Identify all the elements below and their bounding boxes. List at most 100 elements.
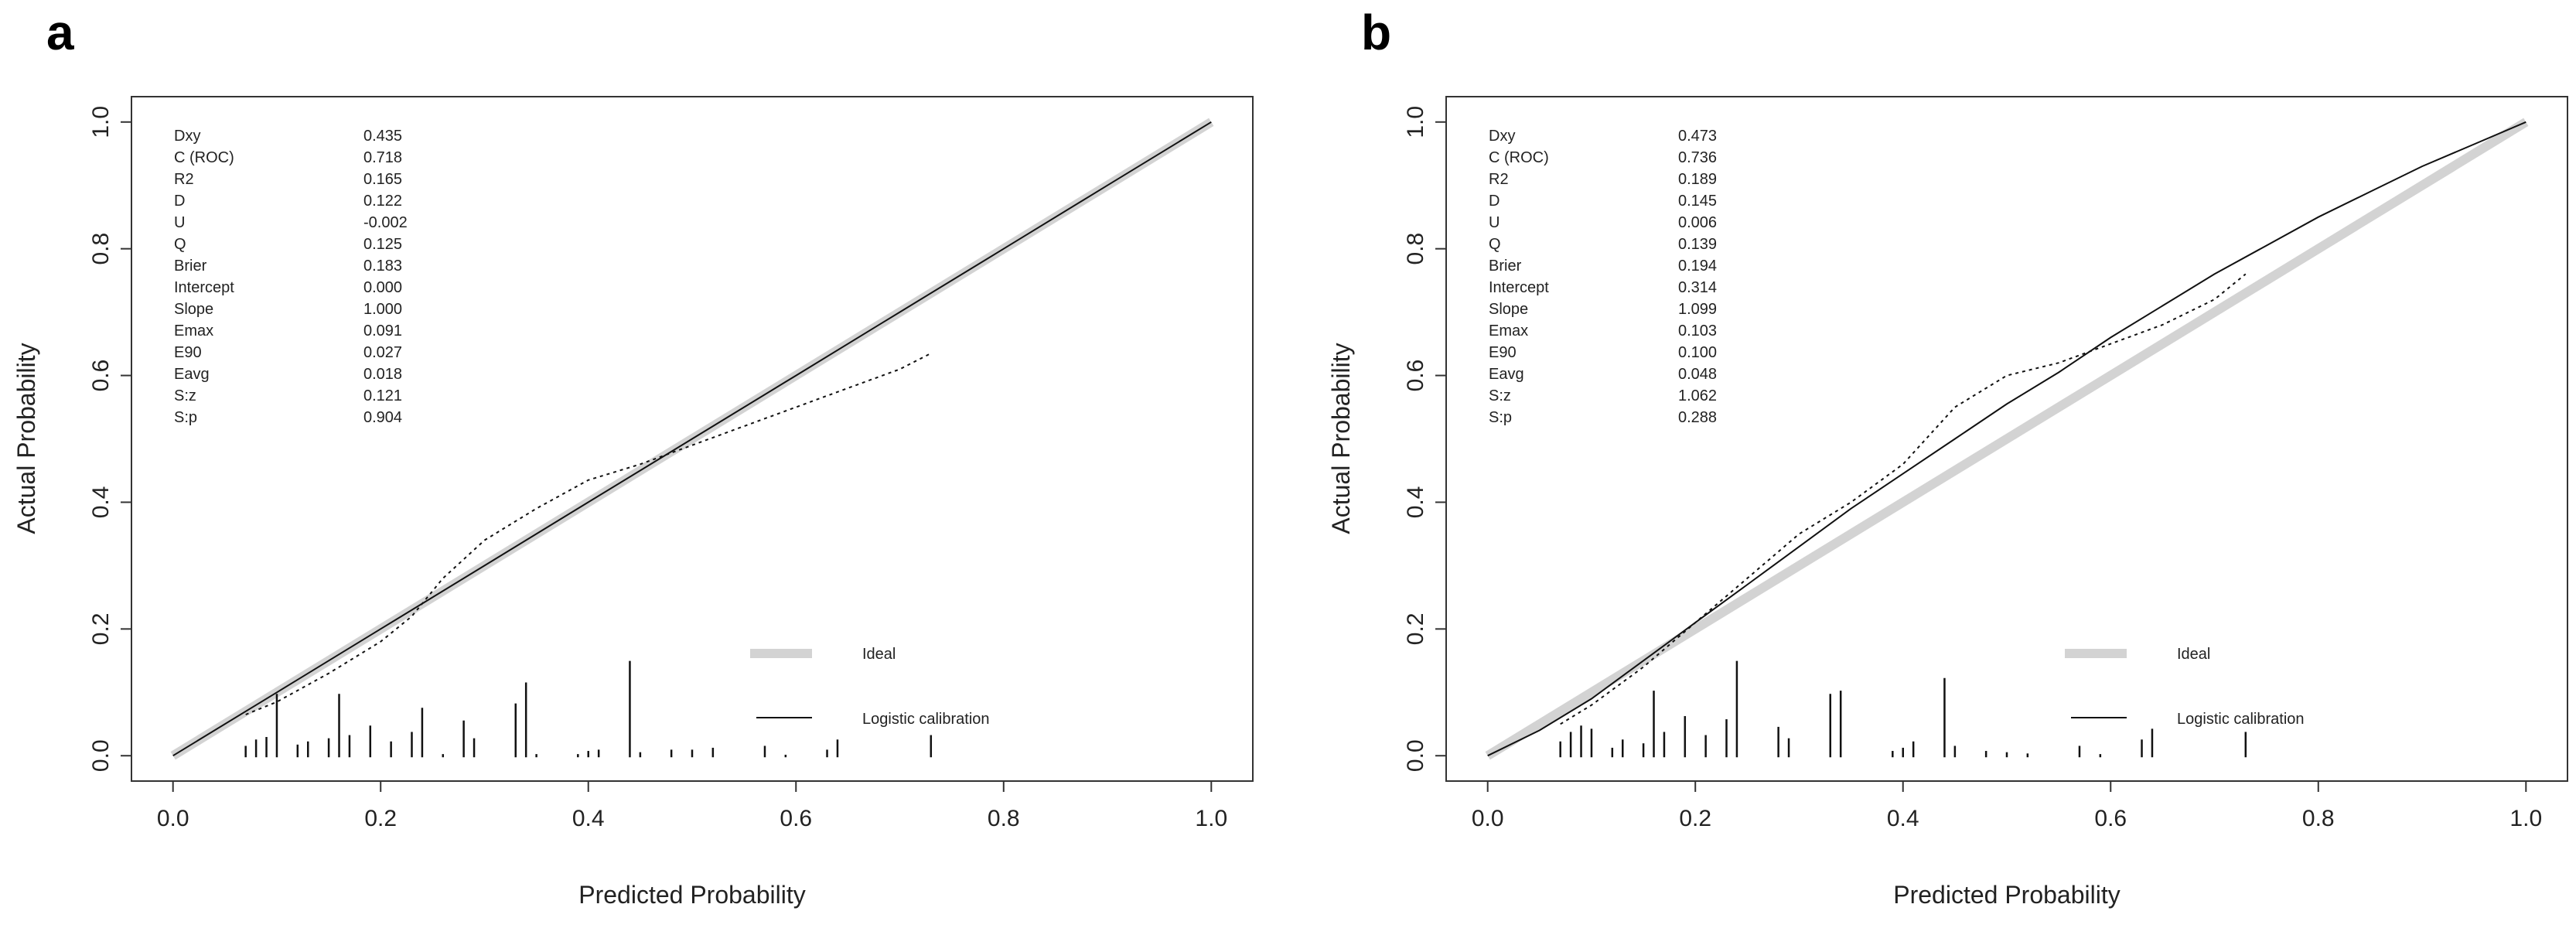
x-tick-label: 0.6: [780, 806, 812, 831]
stat-value: 0.165: [363, 171, 402, 188]
x-tick-label: 0.8: [2302, 806, 2335, 831]
stat-value: 1.062: [1678, 387, 1717, 404]
x-axis-title: Predicted Probability: [1893, 881, 2120, 909]
y-tick-label: 0.2: [88, 612, 114, 645]
stat-value: 0.473: [1678, 128, 1717, 145]
calibration-lines: [1485, 118, 2529, 760]
axis-ticks: 0.0 0.2 0.4 0.6 0.8 1.0 0.0 0.2 0.4 0.6 0.8 1.0: [88, 106, 1227, 831]
x-tick-label: 0.6: [2094, 806, 2127, 831]
stat-value: 1.099: [1678, 301, 1717, 318]
legend-logistic-label: Logistic calibration: [862, 711, 990, 728]
stat-label: E90: [174, 344, 202, 361]
stat-label: U: [174, 214, 185, 231]
stat-label: Emax: [174, 322, 213, 339]
stat-value: 0.100: [1678, 344, 1717, 361]
y-tick-label: 1.0: [88, 106, 114, 138]
stat-label: Intercept: [1489, 279, 1549, 296]
x-axis-title: Predicted Probability: [578, 881, 805, 909]
y-tick-label: 0.0: [1403, 739, 1428, 772]
panel-b-label: b: [1361, 5, 1391, 60]
legend: Ideal Logistic calibration: [2065, 646, 2305, 728]
y-tick-label: 0.4: [88, 486, 114, 519]
panel-b: b Predicted Probability Actual Probabili…: [1327, 5, 2568, 909]
stat-value: 1.000: [363, 301, 402, 318]
legend: Ideal Logistic calibration: [750, 646, 990, 728]
stat-label: Intercept: [174, 279, 234, 296]
stat-label: Slope: [1489, 301, 1528, 318]
stat-value: 0.027: [363, 344, 402, 361]
y-tick-label: 1.0: [1403, 106, 1428, 138]
stat-label: Dxy: [1489, 128, 1515, 145]
y-axis-title: Actual Probability: [12, 343, 40, 534]
x-tick-label: 0.0: [1472, 806, 1504, 831]
stat-label: S:z: [174, 387, 196, 404]
legend-ideal-label: Ideal: [2177, 646, 2210, 663]
stat-value: 0.718: [363, 149, 402, 166]
x-tick-label: 0.4: [572, 806, 605, 831]
stat-value: 0.091: [363, 322, 402, 339]
stat-value: 0.103: [1678, 322, 1717, 339]
y-tick-label: 0.2: [1403, 612, 1428, 645]
stat-label: Eavg: [174, 366, 210, 383]
stat-label: D: [174, 193, 185, 210]
stat-value: 0.288: [1678, 409, 1717, 426]
stat-value: 0.435: [363, 128, 402, 145]
stats-table: Dxy 0.473 C (ROC) 0.736 R2 0.189 D 0.145 U 0.006 Q…: [1489, 128, 1717, 426]
series-logistic-calibration: [1487, 121, 2527, 757]
stat-label: S:p: [1489, 409, 1512, 426]
x-tick-label: 0.4: [1887, 806, 1919, 831]
series-logistic-calibration: [172, 121, 1212, 757]
stat-label: Brier: [174, 258, 207, 275]
panel-a: a Predicted Probability Actual Probabili…: [12, 5, 1254, 909]
stat-value: -0.002: [363, 214, 408, 231]
stat-value: 0.000: [363, 279, 402, 296]
y-tick-label: 0.6: [88, 360, 114, 392]
x-tick-label: 0.2: [364, 806, 397, 831]
stat-label: Dxy: [174, 128, 200, 145]
stat-value: 0.121: [363, 387, 402, 404]
series-nonparametric: [245, 353, 932, 715]
stat-label: Eavg: [1489, 366, 1524, 383]
stat-label: Slope: [174, 301, 213, 318]
stat-label: U: [1489, 214, 1500, 231]
stat-value: 0.736: [1678, 149, 1717, 166]
stats-table: Dxy 0.435 C (ROC) 0.718 R2 0.165 D 0.122 U -0.002…: [174, 128, 408, 426]
stat-value: 0.122: [363, 193, 402, 210]
stat-label: Q: [1489, 236, 1501, 253]
stat-value: 0.194: [1678, 258, 1717, 275]
stat-value: 0.904: [363, 409, 402, 426]
y-tick-label: 0.0: [88, 739, 114, 772]
stat-value: 0.048: [1678, 366, 1717, 383]
stat-label: R2: [174, 171, 194, 188]
stat-label: C (ROC): [1489, 149, 1549, 166]
stat-label: S:p: [174, 409, 197, 426]
x-tick-label: 0.8: [988, 806, 1020, 831]
x-tick-label: 1.0: [2509, 806, 2542, 831]
stat-value: 0.183: [363, 258, 402, 275]
stat-label: C (ROC): [174, 149, 234, 166]
plot-frame: [131, 96, 1254, 782]
y-tick-label: 0.8: [88, 233, 114, 265]
axis-ticks: 0.0 0.2 0.4 0.6 0.8 1.0 0.0 0.2 0.4 0.6 0.8 1.0: [1403, 106, 2542, 831]
series-ideal: [1485, 118, 2529, 760]
panel-a-label: a: [46, 5, 74, 60]
stat-value: 0.006: [1678, 214, 1717, 231]
stat-label: Q: [174, 236, 186, 253]
x-tick-label: 1.0: [1195, 806, 1227, 831]
legend-logistic-label: Logistic calibration: [2177, 711, 2305, 728]
stat-label: Brier: [1489, 258, 1522, 275]
rug-marks: [1559, 660, 2247, 758]
stat-value: 0.314: [1678, 279, 1717, 296]
stat-label: R2: [1489, 171, 1509, 188]
plot-frame: [1445, 96, 2568, 782]
stat-value: 0.139: [1678, 236, 1717, 253]
stat-value: 0.145: [1678, 193, 1717, 210]
y-tick-label: 0.4: [1403, 486, 1428, 519]
x-tick-label: 0.0: [157, 806, 189, 831]
legend-ideal-label: Ideal: [862, 646, 896, 663]
stat-value: 0.018: [363, 366, 402, 383]
stat-label: E90: [1489, 344, 1517, 361]
y-tick-label: 0.8: [1403, 233, 1428, 265]
rug-marks: [244, 660, 933, 758]
